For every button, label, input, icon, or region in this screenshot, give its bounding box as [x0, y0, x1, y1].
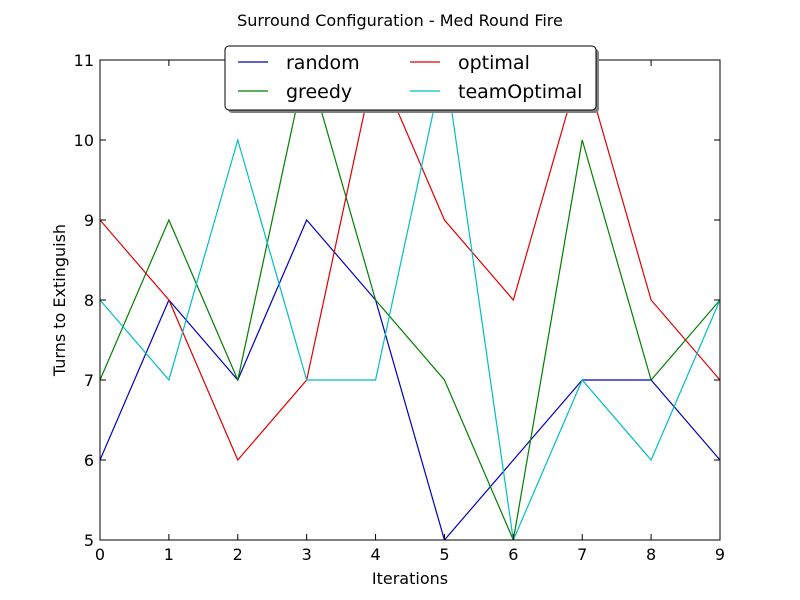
y-tick-label: 9: [84, 211, 94, 230]
y-tick-label: 6: [84, 451, 94, 470]
y-tick-label: 7: [84, 371, 94, 390]
x-axis-label: Iterations: [372, 569, 448, 588]
plot-lines: [100, 60, 720, 540]
x-tick-label: 1: [164, 545, 174, 564]
y-tick-label: 8: [84, 291, 94, 310]
x-tick-label: 2: [233, 545, 243, 564]
x-tick-label: 0: [95, 545, 105, 564]
series-line-optimal: [100, 60, 720, 462]
x-axis-ticks: 0 1 2 3 4 5 6 7 8 9: [95, 60, 725, 564]
series-line-teamOptimal: [100, 60, 720, 540]
x-tick-label: 8: [646, 545, 656, 564]
x-tick-label: 7: [577, 545, 587, 564]
y-tick-label: 5: [84, 531, 94, 550]
y-tick-label: 11: [74, 51, 94, 70]
x-tick-label: 6: [508, 545, 518, 564]
x-tick-label: 3: [302, 545, 312, 564]
legend-label-random: random: [286, 52, 360, 74]
y-tick-label: 10: [74, 131, 94, 150]
legend: random greedy optimal teamOptimal: [224, 45, 599, 113]
x-tick-label: 4: [370, 545, 380, 564]
y-axis-ticks: 5 6 7 8 9 10 11: [74, 51, 720, 550]
x-tick-label: 9: [715, 545, 725, 564]
legend-label-greedy: greedy: [286, 81, 352, 103]
legend-label-teamOptimal: teamOptimal: [458, 81, 582, 103]
series-line-greedy: [100, 60, 720, 540]
legend-box: [224, 45, 597, 111]
legend-label-optimal: optimal: [458, 52, 530, 74]
x-tick-label: 5: [439, 545, 449, 564]
series-line-random: [100, 218, 720, 540]
y-axis-label: Turns to Extinguish: [50, 224, 69, 377]
plot-frame: [99, 59, 721, 541]
chart-title: Surround Configuration - Med Round Fire: [237, 11, 563, 30]
